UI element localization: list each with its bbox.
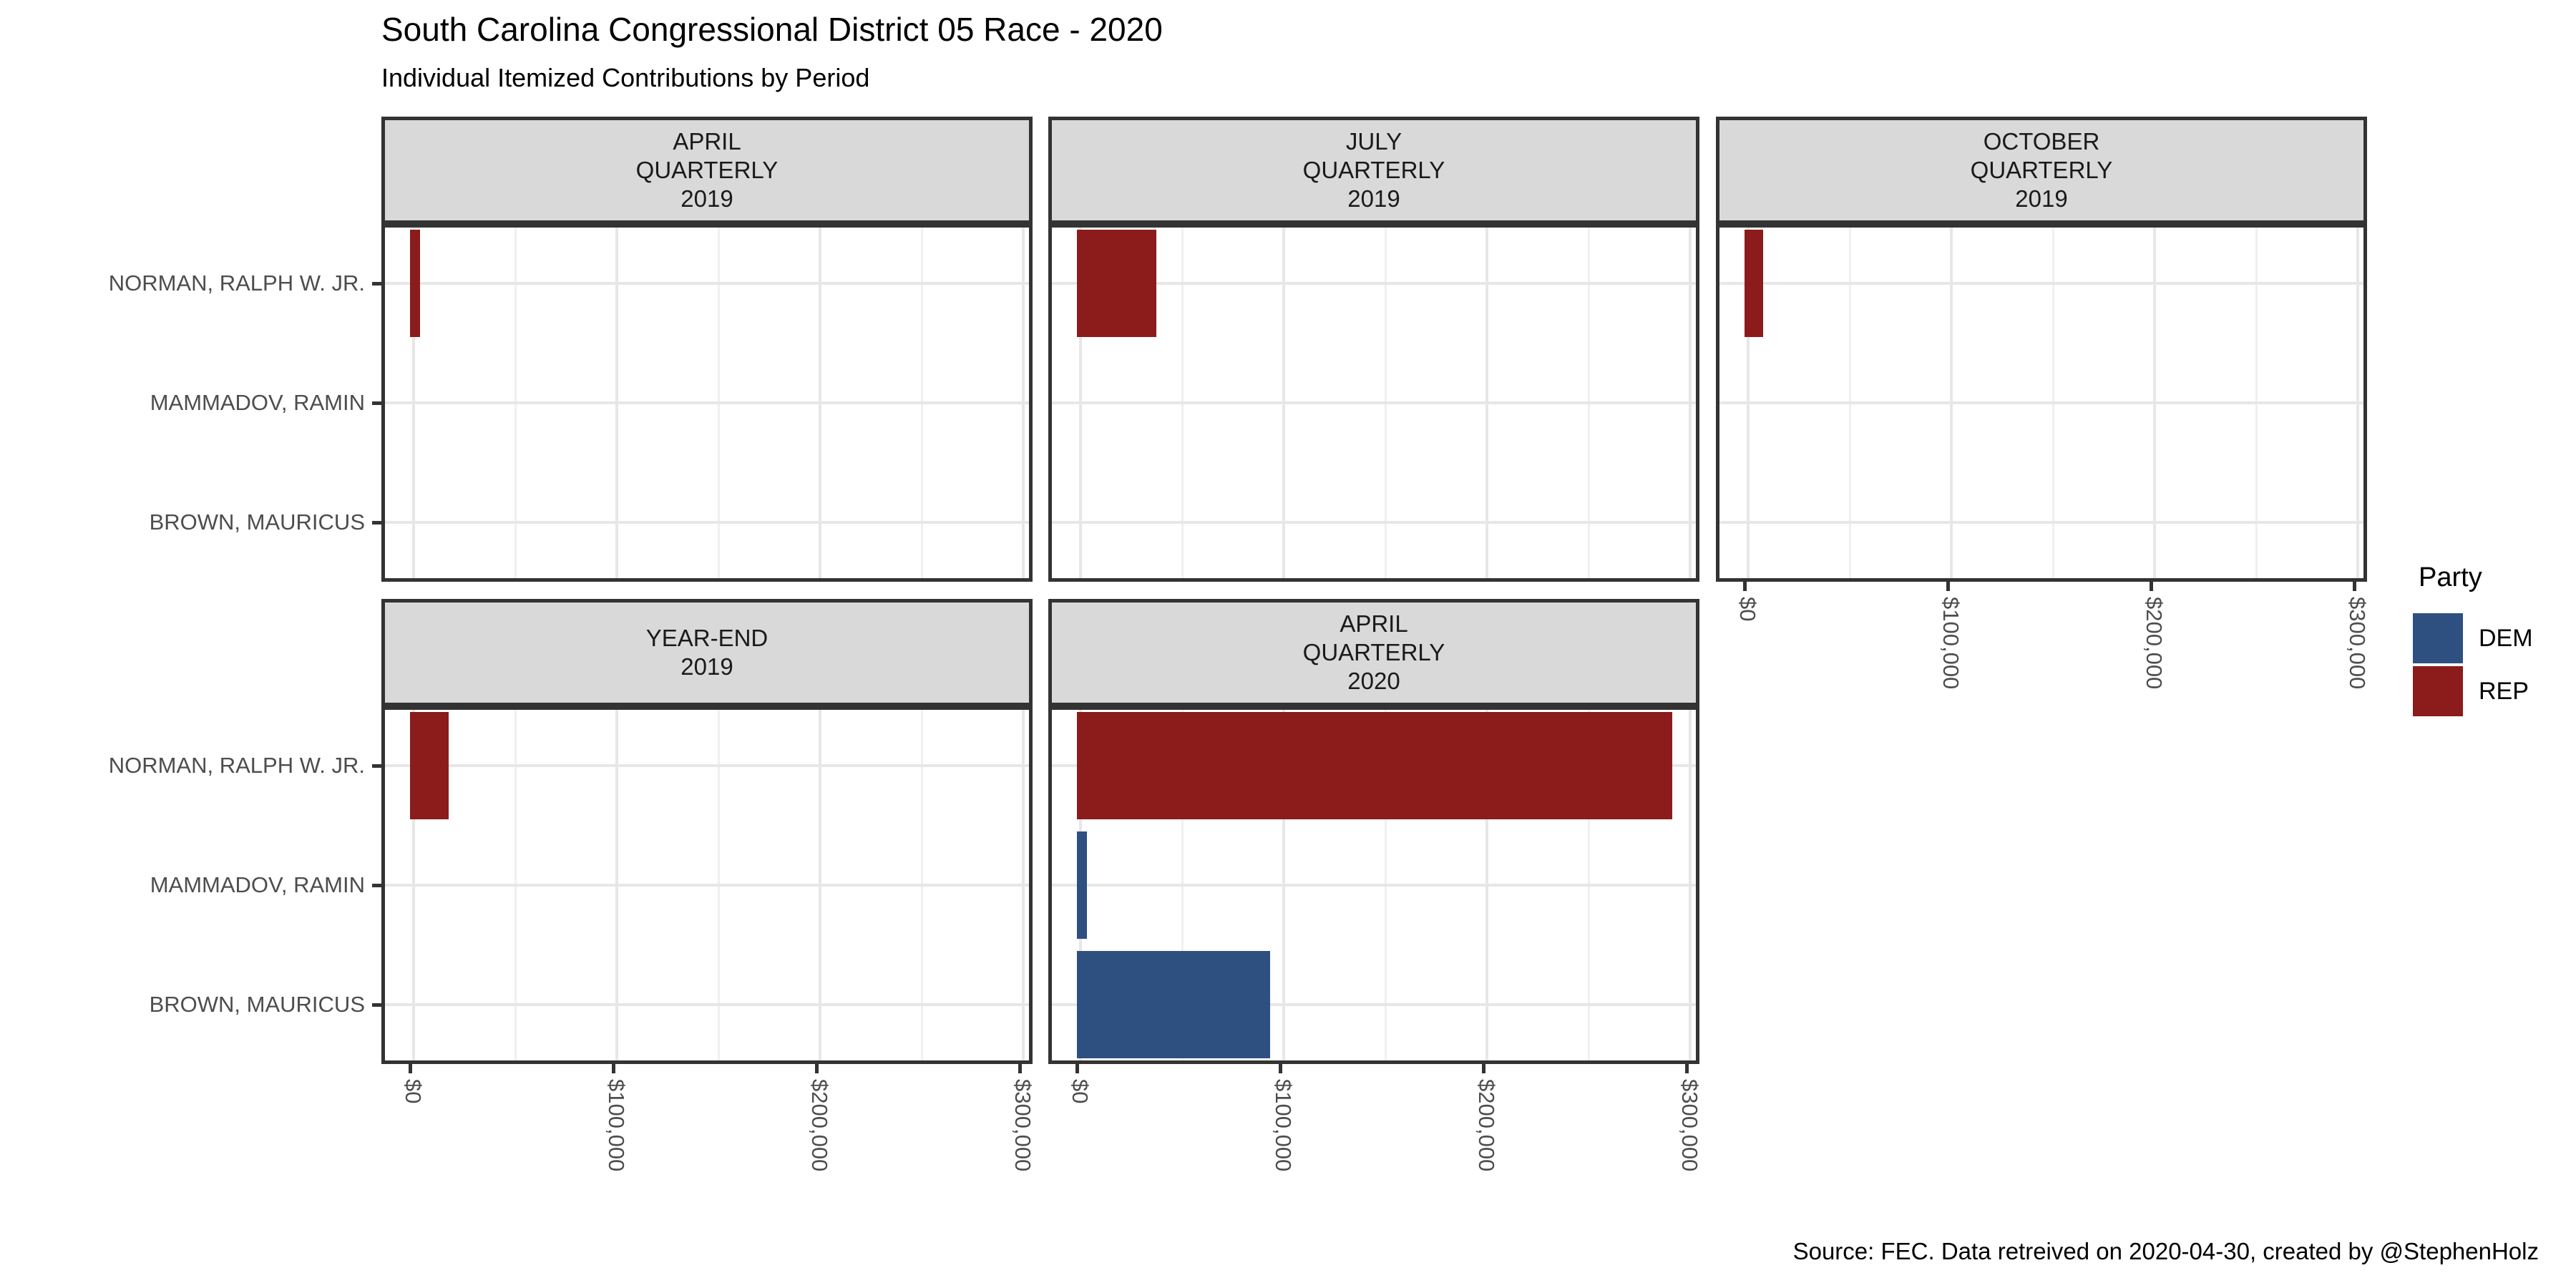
facet-strip-label-line: 2019: [2015, 185, 2068, 212]
bar-rep: [410, 712, 449, 820]
y-axis-label: NORMAN, RALPH W. JR.: [108, 270, 365, 296]
x-axis-tick: [2353, 582, 2356, 591]
facet-strip-label-line: APRIL: [673, 128, 741, 155]
x-axis-tick: [1018, 1064, 1022, 1073]
gridline-h-major: [385, 764, 1029, 768]
y-axis-tick: [372, 520, 381, 525]
y-axis-label: MAMMADOV, RAMIN: [150, 390, 365, 415]
y-axis-label: BROWN, MAURICUS: [149, 991, 365, 1017]
x-axis-tick: [1946, 582, 1950, 591]
legend-item-rep: REP: [2413, 666, 2533, 716]
legend-item-dem: DEM: [2413, 613, 2533, 663]
bar-rep: [410, 230, 421, 338]
facet-strip-label-line: QUARTERLY: [1970, 157, 2113, 183]
gridline-h-major: [385, 401, 1029, 404]
y-axis-tick: [372, 1002, 381, 1007]
legend-items: DEM REP: [2413, 613, 2533, 716]
facet-strip-label-line: APRIL: [1340, 610, 1408, 637]
x-axis-tick: [2150, 582, 2153, 591]
facet-panel: [1716, 224, 2367, 582]
gridline-h-major: [385, 884, 1029, 887]
x-axis-tick: [409, 1064, 412, 1073]
x-tick-label: $200,000: [1474, 1079, 1499, 1172]
x-axis-tick: [1075, 1064, 1079, 1073]
x-tick-label: $300,000: [1677, 1079, 1702, 1172]
x-tick-label: $200,000: [807, 1079, 832, 1172]
x-axis-tick: [612, 1064, 615, 1073]
facet-strip-label-line: 2019: [1347, 185, 1400, 212]
facet-strip: JULY QUARTERLY 2019: [1048, 117, 1699, 224]
x-tick-label: $0: [1735, 597, 1760, 622]
facet-strip-label-line: OCTOBER: [1983, 128, 2100, 155]
x-tick-label: $100,000: [1938, 597, 1963, 690]
chart-title: South Carolina Congressional District 05…: [381, 11, 1163, 48]
legend: Party DEM REP: [2413, 562, 2533, 719]
x-tick-label: $300,000: [1010, 1079, 1035, 1172]
gridline-h-major: [1052, 1002, 1696, 1006]
rep-color-swatch: [2413, 666, 2463, 716]
x-tick-label: $300,000: [2345, 597, 2370, 690]
facet-strip-label-line: JULY: [1345, 128, 1402, 155]
bar-rep: [1077, 230, 1156, 338]
facet-strip: YEAR-END 2019: [381, 599, 1033, 706]
x-axis-tick: [815, 1064, 819, 1073]
gridline-h-major: [1052, 282, 1696, 286]
gridline-h-major: [1719, 520, 2363, 524]
dem-color-swatch: [2413, 613, 2463, 663]
facet-panel: [381, 706, 1033, 1064]
y-axis-tick: [372, 282, 381, 286]
x-tick-label: $200,000: [2142, 597, 2167, 690]
facet-strip: APRIL QUARTERLY 2019: [381, 117, 1033, 224]
y-axis-tick: [372, 764, 381, 769]
facet-strip-label-line: 2019: [680, 653, 733, 680]
source-caption: Source: FEC. Data retreived on 2020-04-3…: [1792, 1238, 2539, 1264]
facet-strip-label-line: QUARTERLY: [635, 157, 779, 183]
facet-strip: APRIL QUARTERLY 2020: [1048, 599, 1699, 706]
facet-panel: [381, 224, 1033, 582]
bar-rep: [1745, 230, 1763, 338]
x-tick-label: $100,000: [1271, 1079, 1296, 1172]
x-axis-tick: [1685, 1064, 1689, 1073]
gridline-h-major: [1719, 282, 2363, 286]
facet-panel: [1048, 706, 1699, 1064]
legend-item-label: DEM: [2479, 624, 2533, 652]
x-axis-tick: [1743, 582, 1747, 591]
gridline-h-major: [1052, 520, 1696, 524]
facet-panel: [1048, 224, 1699, 582]
gridline-h-major: [385, 282, 1029, 286]
facet-strip-label-line: YEAR-END: [645, 625, 769, 651]
legend-item-label: REP: [2479, 677, 2529, 705]
y-axis-label: MAMMADOV, RAMIN: [150, 872, 365, 897]
gridline-h-major: [1719, 401, 2363, 404]
bar-dem: [1077, 831, 1088, 939]
y-axis-label: NORMAN, RALPH W. JR.: [108, 753, 365, 779]
x-axis-tick: [1482, 1064, 1485, 1073]
facet-strip-label-line: QUARTERLY: [1302, 157, 1445, 183]
bar-dem: [1077, 950, 1270, 1058]
facet-strip-label-line: 2019: [680, 185, 733, 212]
legend-title: Party: [2419, 562, 2482, 592]
y-axis-tick: [372, 401, 381, 405]
x-tick-label: $0: [401, 1079, 426, 1104]
bar-rep: [1077, 712, 1673, 820]
gridline-h-major: [1052, 884, 1696, 887]
facet-strip: OCTOBER QUARTERLY 2019: [1716, 117, 2367, 224]
y-axis-tick: [372, 884, 381, 887]
x-axis-tick: [1279, 1064, 1282, 1073]
facet-strip-label-line: 2020: [1347, 668, 1400, 694]
gridline-h-major: [1052, 401, 1696, 404]
x-tick-label: $100,000: [604, 1079, 629, 1172]
x-tick-label: $0: [1068, 1079, 1093, 1104]
gridline-h-major: [385, 520, 1029, 524]
y-axis-label: BROWN, MAURICUS: [149, 509, 365, 535]
chart-subtitle: Individual Itemized Contributions by Per…: [381, 63, 870, 92]
gridline-h-major: [385, 1002, 1029, 1006]
facet-strip-label-line: QUARTERLY: [1302, 639, 1445, 665]
